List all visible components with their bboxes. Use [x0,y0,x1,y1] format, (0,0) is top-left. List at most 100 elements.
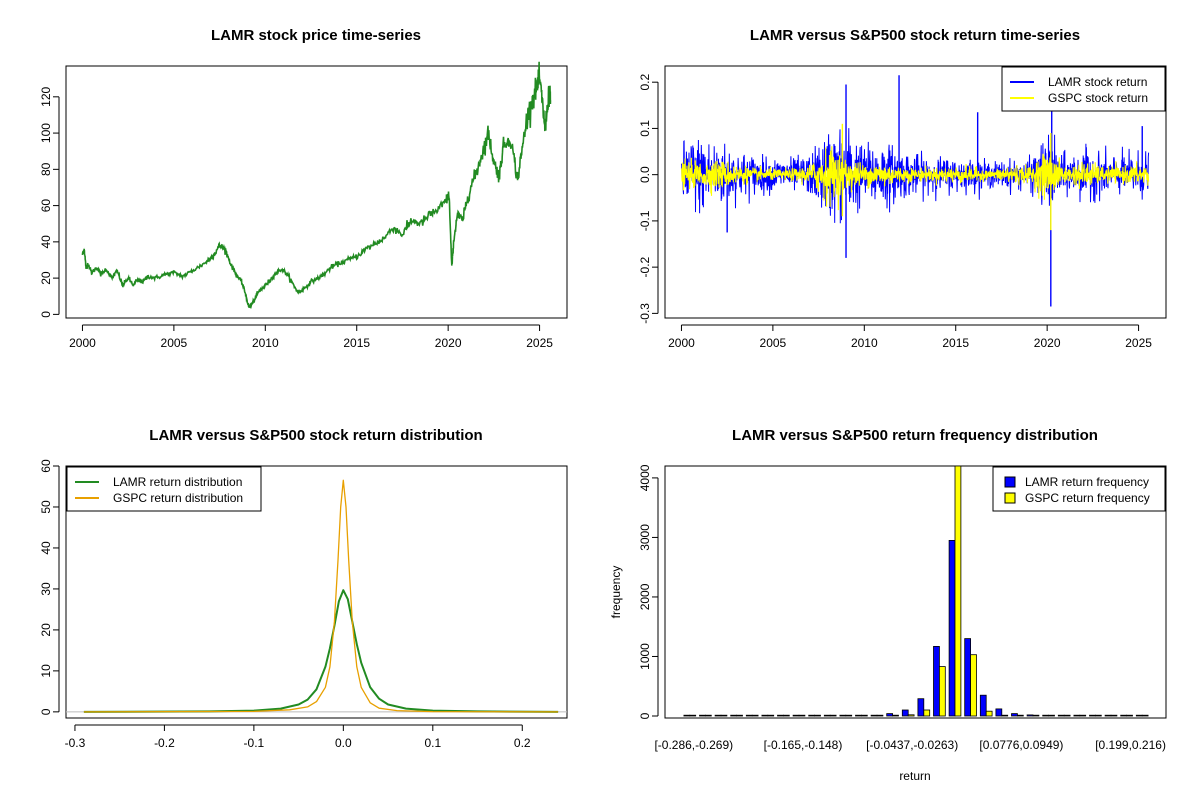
bar [814,714,821,717]
bar [767,714,775,717]
x-tick-label: 2015 [942,336,969,350]
legend-box [992,466,1166,512]
bar [917,698,925,717]
x-axis: 2000 2005 2010 2015 2020 2025 [668,324,1152,350]
legend-entry: GSPC stock return [1048,91,1148,105]
y-tick-label: 50 [39,500,53,514]
bar [736,714,743,717]
bar [1001,714,1009,717]
bar [855,714,862,717]
bar [995,708,1003,717]
bar [876,714,884,717]
bar [839,714,847,717]
bar [1126,714,1133,717]
bar [798,714,806,717]
bar [1032,714,1040,717]
y-tick-label: 20 [39,623,53,637]
bar [714,714,722,717]
bar [1089,714,1096,717]
legend-entry: LAMR stock return [1048,75,1147,89]
y-tick-label: 0 [638,712,652,719]
plot-frame [664,465,1167,719]
density-series-1 [83,589,559,713]
bar [1011,713,1018,717]
chart-title: LAMR versus S&P500 return frequency dist… [732,427,1098,444]
bar [1135,714,1143,717]
y-tick-label: 0.2 [638,74,652,91]
x-tick-label: -0.1 [244,736,265,750]
bar [845,714,853,717]
bar [730,714,738,717]
legend-entry: GSPC return frequency [1025,491,1150,505]
plot-frame [65,465,568,719]
chart-title: LAMR versus S&P500 stock return distribu… [149,427,482,444]
y-tick-label: 40 [39,235,53,249]
x-tick-label: [-0.0437,-0.0263) [866,738,958,752]
y-tick-label: 1000 [638,643,652,670]
y-tick-label: 20 [39,271,53,285]
bar [705,714,712,717]
y-tick-label: 10 [39,664,53,678]
bar [720,714,728,717]
bar [808,714,816,717]
x-tick-label: 0.1 [424,736,441,750]
legend-entry: LAMR return distribution [113,475,242,489]
bar [923,709,931,717]
bar [1063,714,1071,717]
bar [783,714,790,717]
bar [1042,714,1049,717]
y-tick-label: 0 [39,708,53,715]
x-axis: [-0.286,-0.269) [-0.165,-0.148) [-0.0437,-… [654,738,1166,752]
bar [1095,714,1102,717]
y-tick-label: 120 [39,86,53,106]
x-tick-label: 2000 [668,336,695,350]
x-tick-label: [0.0776,0.0949) [979,738,1063,752]
x-tick-label: 2000 [69,336,96,350]
x-tick-label: 2005 [161,336,188,350]
legend-box [66,466,262,512]
return-series-1 [681,128,1150,224]
y-tick-label: 2000 [638,583,652,610]
bar [892,714,899,717]
bar [829,714,837,717]
x-tick-label: -0.2 [154,736,175,750]
bar [886,713,894,717]
x-axis: -0.3 -0.2 -0.1 0.0 0.1 0.2 [65,724,531,750]
bar [1104,714,1112,717]
x-tick-label: -0.3 [65,736,86,750]
bar [761,714,769,717]
chart-title: LAMR stock price time-series [211,27,421,44]
y-tick-label: 80 [39,162,53,176]
bar [1057,714,1065,717]
x-tick-label: 2020 [1034,336,1061,350]
y-tick-label: 0 [39,311,53,318]
bar [1073,714,1081,717]
panel-2: LAMR versus S&P500 stock return time-ser… [638,27,1167,350]
y-tick-label: 40 [39,541,53,555]
y-tick-label: 0.1 [638,120,652,137]
price-line-series [81,61,552,309]
bar [777,714,784,717]
y-tick-label: 4000 [638,464,652,491]
y-tick-label: 100 [39,123,53,143]
density-series-2 [83,479,559,713]
plot-frame [65,65,568,319]
bar [792,714,800,717]
bar [985,710,993,717]
bar [1141,714,1149,717]
bar [1048,714,1055,717]
x-tick-label: 2015 [343,336,370,350]
bar [861,714,868,717]
x-tick-label: 2025 [526,336,553,350]
histogram-bars [683,465,1149,717]
y-axis: -0.3 -0.2 -0.1 0.0 0.1 0.2 [638,74,659,324]
bar [751,714,759,717]
y-tick-label: 60 [39,199,53,213]
legend-entry: GSPC return distribution [113,491,243,505]
bar [823,714,831,717]
x-tick-label: 2020 [435,336,462,350]
y-axis-label: frequency [609,566,623,619]
